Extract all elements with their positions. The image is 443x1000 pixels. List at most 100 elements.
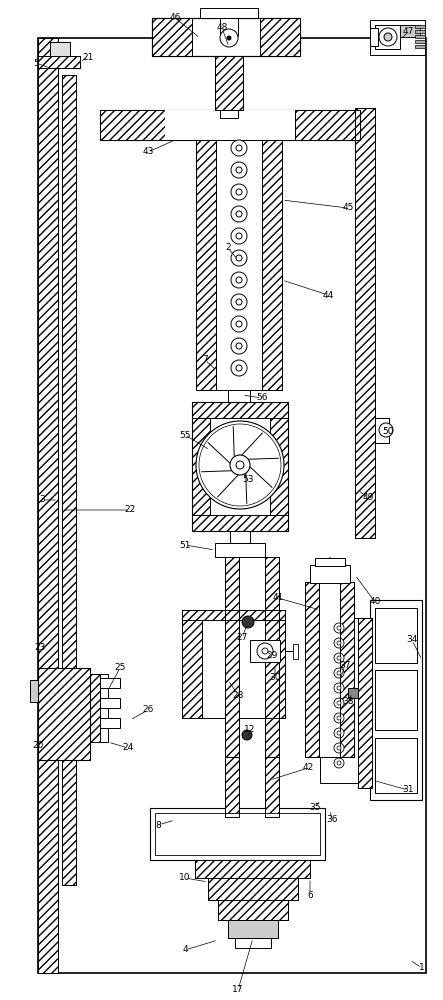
Circle shape <box>334 638 344 648</box>
Bar <box>358 618 372 788</box>
Bar <box>375 608 417 663</box>
Bar <box>182 618 202 718</box>
Bar <box>340 582 354 757</box>
Bar <box>215 56 243 110</box>
Text: 41: 41 <box>272 593 284 602</box>
Bar <box>305 582 319 757</box>
Text: 35: 35 <box>309 804 321 812</box>
Circle shape <box>236 211 242 217</box>
Bar <box>90 674 108 742</box>
Bar <box>293 644 298 659</box>
Text: 6: 6 <box>307 890 313 900</box>
Text: 12: 12 <box>244 726 256 734</box>
Bar <box>265 557 279 757</box>
Circle shape <box>231 338 247 354</box>
Circle shape <box>334 728 344 738</box>
Text: 28: 28 <box>232 690 244 700</box>
Bar <box>370 600 422 800</box>
Circle shape <box>384 33 392 41</box>
Text: 10: 10 <box>179 874 191 882</box>
Bar <box>100 110 360 140</box>
Circle shape <box>231 162 247 178</box>
Circle shape <box>236 233 242 239</box>
Bar <box>192 515 288 531</box>
Circle shape <box>337 656 341 660</box>
Bar <box>415 45 425 48</box>
Bar <box>305 582 319 757</box>
Circle shape <box>231 250 247 266</box>
Text: 23: 23 <box>34 644 46 652</box>
Text: 34: 34 <box>406 636 418 645</box>
Bar <box>375 670 417 730</box>
Bar <box>38 668 90 760</box>
Bar <box>182 610 285 620</box>
Bar <box>38 38 58 973</box>
Bar <box>355 108 375 538</box>
Circle shape <box>231 228 247 244</box>
Bar <box>358 618 372 788</box>
Bar <box>62 75 76 885</box>
Circle shape <box>337 746 341 750</box>
Text: 45: 45 <box>342 204 354 213</box>
Bar <box>265 557 279 757</box>
Bar <box>155 813 320 855</box>
Circle shape <box>231 206 247 222</box>
Bar <box>358 618 372 788</box>
Bar <box>208 878 298 900</box>
Text: 48: 48 <box>216 23 228 32</box>
Text: 53: 53 <box>242 476 254 485</box>
Bar <box>196 140 216 390</box>
Circle shape <box>236 365 242 371</box>
Bar <box>100 110 165 140</box>
Bar <box>370 20 425 55</box>
Circle shape <box>236 277 242 283</box>
Bar <box>165 110 295 140</box>
Bar <box>30 680 38 702</box>
Bar <box>310 565 350 583</box>
Bar <box>228 920 278 938</box>
Text: 43: 43 <box>142 147 154 156</box>
Bar <box>315 558 345 566</box>
Bar <box>182 610 285 620</box>
Bar <box>400 25 420 37</box>
Text: 25: 25 <box>114 664 126 672</box>
Bar <box>355 108 375 538</box>
Bar <box>192 402 288 531</box>
Circle shape <box>242 616 254 628</box>
Text: 7: 7 <box>202 356 208 364</box>
Text: 46: 46 <box>169 13 181 22</box>
Bar <box>218 900 288 920</box>
Bar <box>225 757 239 817</box>
Bar <box>230 531 250 543</box>
Bar <box>216 140 262 390</box>
Circle shape <box>236 299 242 305</box>
Text: 2: 2 <box>225 243 231 252</box>
Bar <box>265 757 279 817</box>
Bar <box>200 8 258 18</box>
Circle shape <box>262 648 268 654</box>
Bar <box>38 38 426 973</box>
Text: 3: 3 <box>39 495 45 504</box>
Circle shape <box>334 743 344 753</box>
Bar <box>192 418 210 515</box>
Text: 47: 47 <box>402 27 414 36</box>
Bar <box>62 75 76 885</box>
Bar <box>262 140 282 390</box>
Circle shape <box>236 321 242 327</box>
Circle shape <box>337 761 341 765</box>
Circle shape <box>231 294 247 310</box>
Bar <box>192 402 288 418</box>
Text: 55: 55 <box>179 430 191 440</box>
Text: 22: 22 <box>124 506 136 514</box>
Circle shape <box>334 713 344 723</box>
Bar <box>100 718 120 728</box>
Text: 56: 56 <box>256 393 268 402</box>
Text: 1: 1 <box>419 964 425 972</box>
Circle shape <box>236 189 242 195</box>
Text: 49: 49 <box>362 493 374 502</box>
Bar <box>319 582 340 757</box>
Circle shape <box>236 255 242 261</box>
Bar <box>225 557 239 757</box>
Bar <box>152 18 192 56</box>
Text: 42: 42 <box>303 764 314 772</box>
